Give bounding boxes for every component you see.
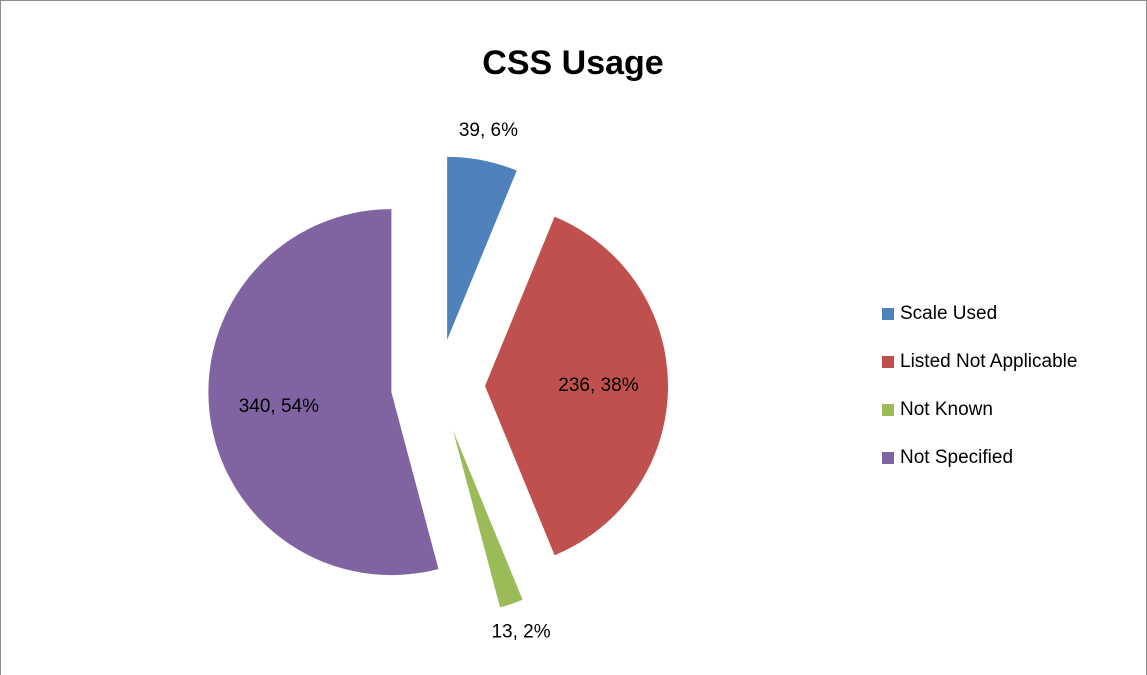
chart-title: CSS Usage (482, 44, 663, 82)
legend-label: Listed Not Applicable (900, 351, 1077, 372)
legend-swatch (882, 356, 894, 368)
pie-slice (453, 430, 523, 608)
legend-swatch (882, 452, 894, 464)
data-label: 39, 6% (459, 120, 518, 141)
legend-label: Not Known (900, 399, 993, 420)
legend-label: Not Specified (900, 447, 1013, 468)
pie-slice (208, 209, 439, 576)
legend-swatch (882, 308, 894, 320)
legend-swatch (882, 404, 894, 416)
data-label: 236, 38% (558, 375, 638, 396)
data-label: 340, 54% (239, 396, 319, 417)
pie-slice (447, 156, 517, 340)
legend-label: Scale Used (900, 303, 997, 324)
pie-slice (485, 216, 668, 556)
data-label: 13, 2% (491, 621, 550, 642)
